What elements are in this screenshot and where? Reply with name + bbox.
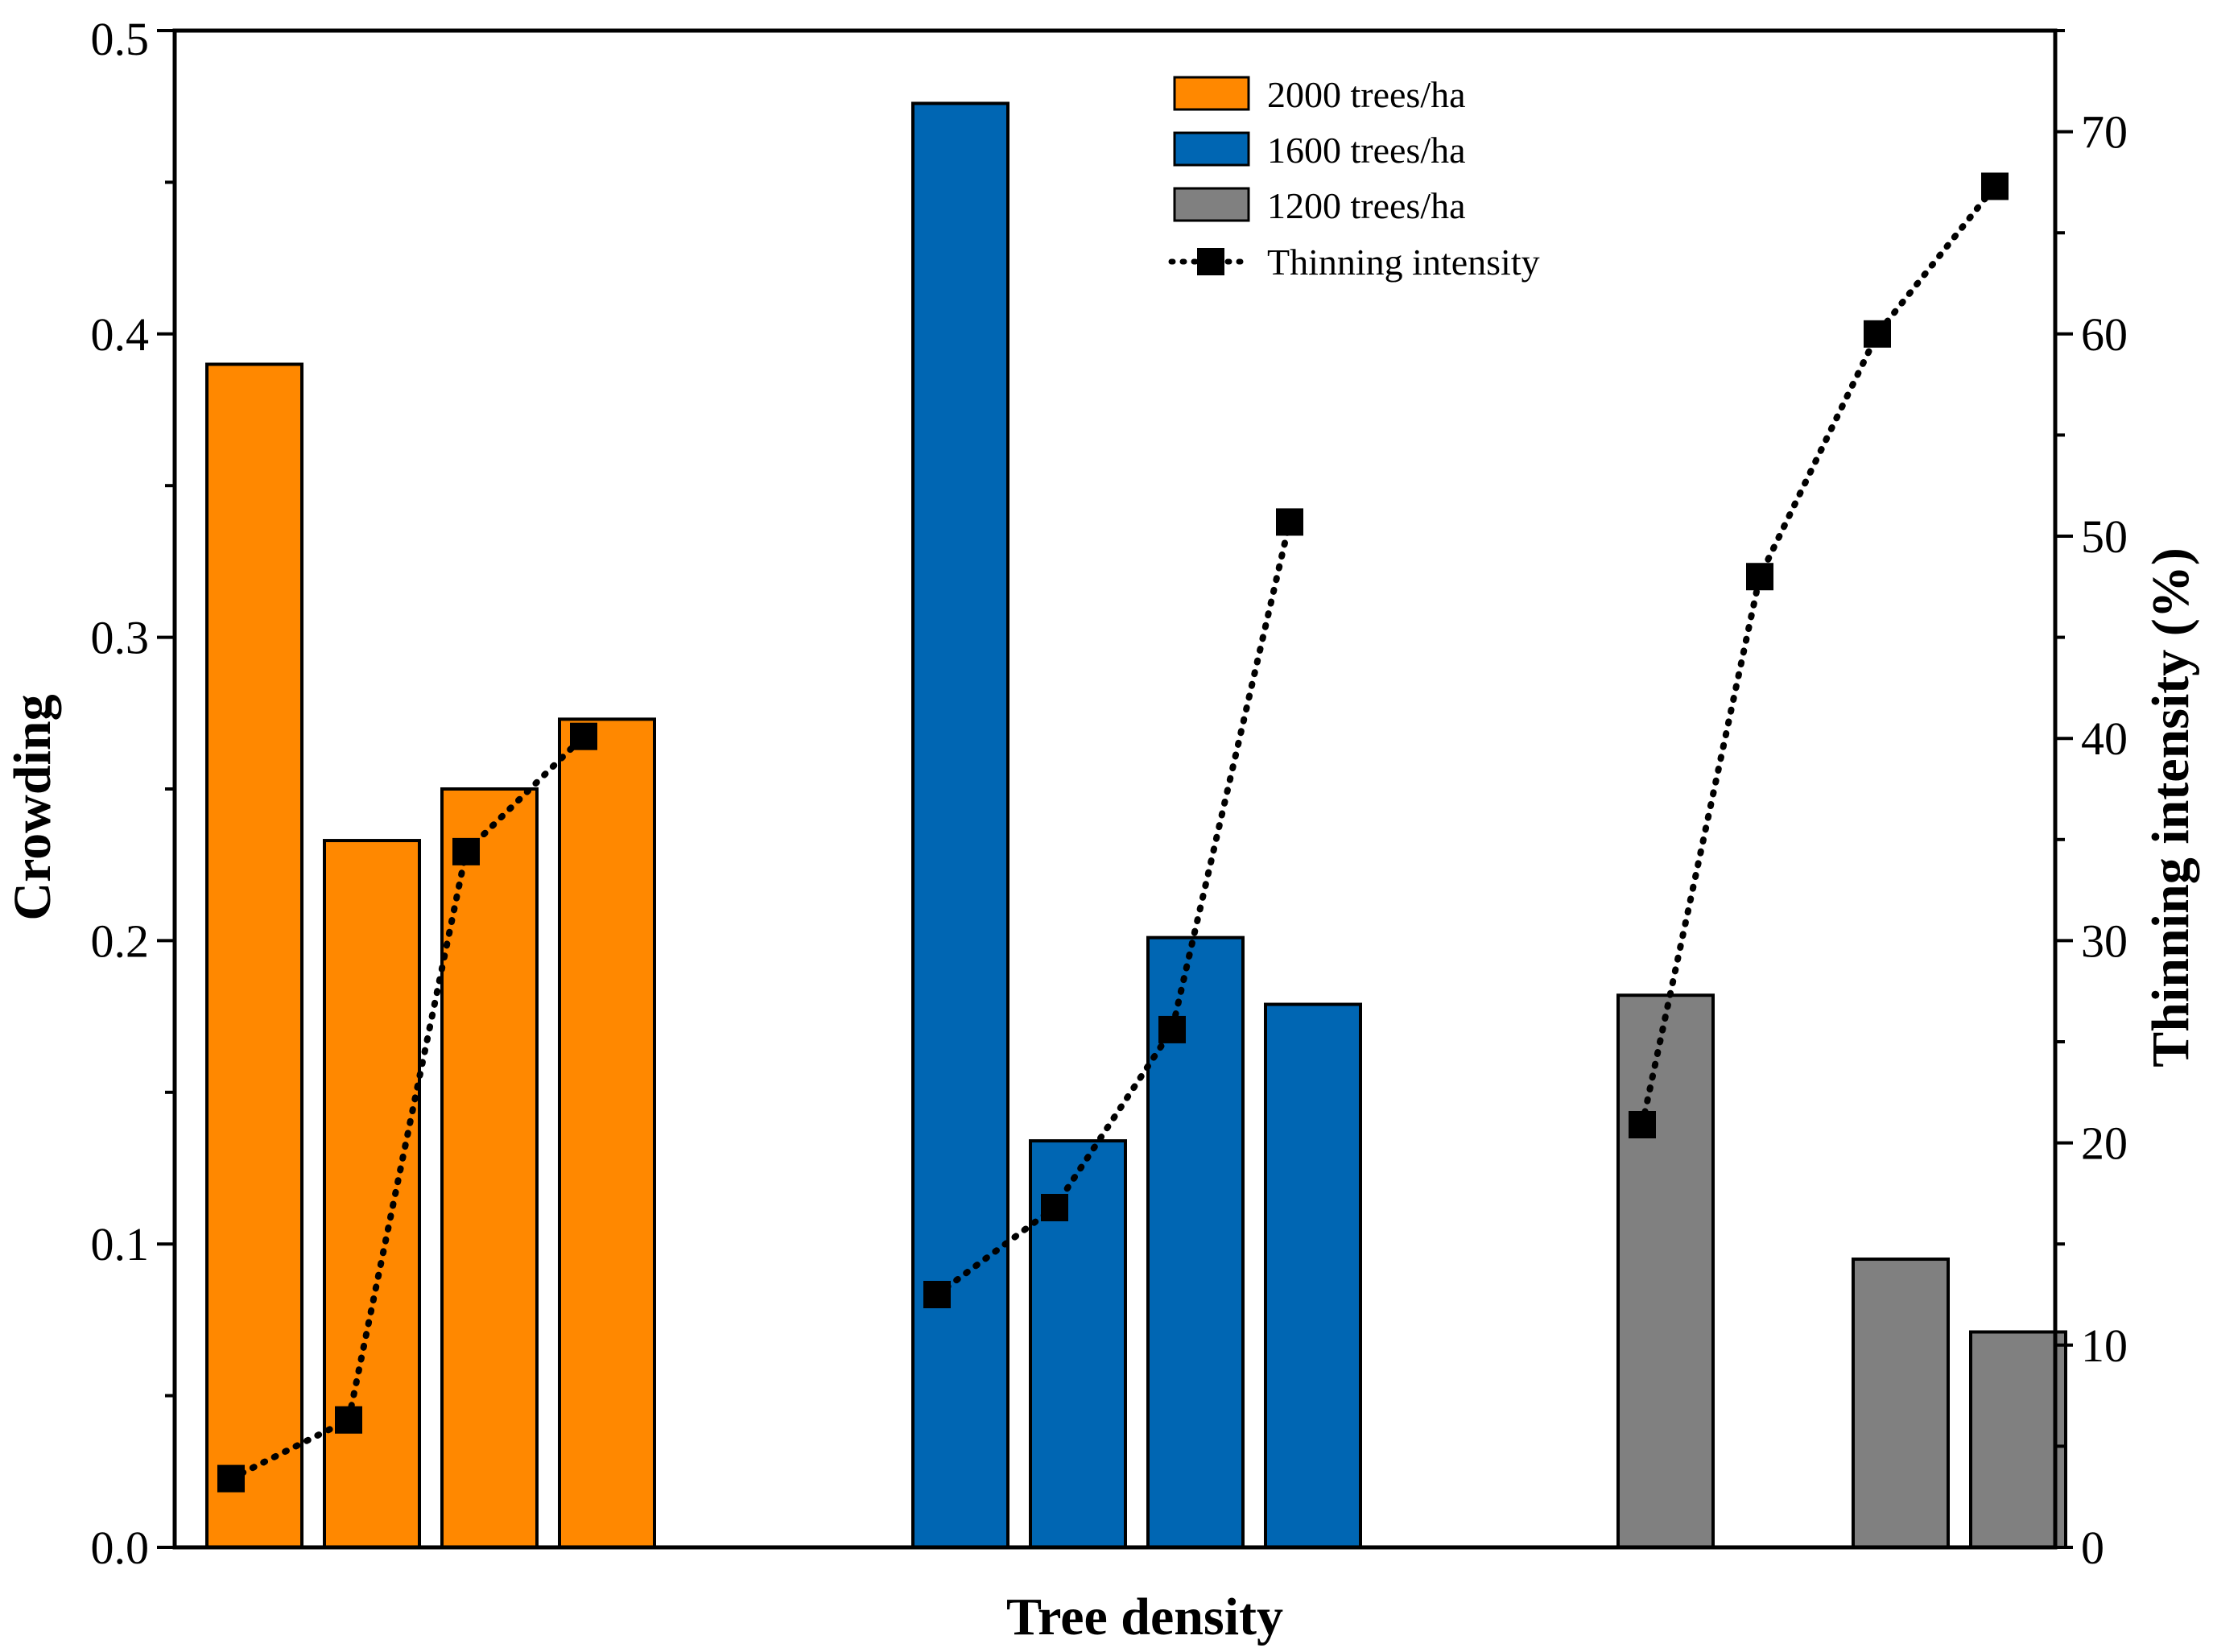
- thinning-line-group3: [1639, 183, 1998, 1128]
- thinning-marker-group3-3: [1864, 320, 1891, 348]
- legend-label-1200: 1200 trees/ha: [1267, 185, 1466, 226]
- y-tick-label: 0.3: [91, 612, 150, 664]
- y-tick-label: 0.2: [91, 915, 150, 967]
- bar-group1-1: [205, 362, 303, 1550]
- thinning-marker-group1-4: [570, 722, 597, 750]
- thinning-line-group2: [934, 518, 1293, 1298]
- y-tick-label: 0.0: [91, 1522, 150, 1574]
- y-tick-label: 0.1: [91, 1218, 150, 1270]
- thinning-marker-group1-3: [452, 837, 480, 865]
- y2-tick-label: 60: [2081, 308, 2128, 361]
- thinning-marker-group2-4: [1276, 508, 1303, 536]
- thinning-marker-group2-2: [1041, 1193, 1068, 1221]
- legend-label-2000: 2000 trees/ha: [1267, 74, 1466, 115]
- y-axis-title: Crowding: [3, 694, 62, 920]
- bar-group1-3: [440, 787, 539, 1549]
- bar-group2-4: [1264, 1002, 1362, 1549]
- y2-tick-label: 20: [2081, 1117, 2128, 1170]
- bars-layer: [205, 101, 2067, 1550]
- y2-tick-label: 30: [2081, 915, 2128, 967]
- thinning-marker-group2-1: [923, 1281, 951, 1308]
- y2-tick-label: 70: [2081, 106, 2128, 159]
- thinning-marker-group3-4: [1981, 172, 2009, 200]
- y2-tick-label: 40: [2081, 712, 2128, 765]
- legend-marker-sample: [1197, 248, 1224, 275]
- bar-group3-1: [1616, 993, 1715, 1549]
- bar-group2-1: [911, 101, 1009, 1549]
- thinning-marker-group2-3: [1158, 1015, 1186, 1043]
- y-tick-label: 0.5: [91, 13, 150, 65]
- bar-group3-4: [1969, 1330, 2067, 1550]
- axes-layer: 0.0 0.1 0.2 0.3 0.4 0.5 0 10 20 30 40 50 60 70: [91, 13, 2128, 1574]
- y2-tick-label: 10: [2081, 1320, 2128, 1372]
- y2-tick-label: 50: [2081, 510, 2128, 563]
- legend-swatch-1600: [1173, 131, 1250, 167]
- y2-tick-label: 0: [2081, 1522, 2104, 1574]
- legend-swatch-2000: [1173, 76, 1250, 111]
- y2-axis-title: Thinning intensity (%): [2141, 547, 2200, 1068]
- legend-label-1600: 1600 trees/ha: [1267, 130, 1466, 171]
- thinning-marker-group1-2: [335, 1406, 362, 1434]
- bar-group1-4: [558, 717, 656, 1549]
- legend-label-thinning: Thinning intensity: [1267, 242, 1540, 283]
- thinning-marker-group1-1: [217, 1464, 245, 1493]
- y-tick-label: 0.4: [91, 308, 150, 361]
- thinning-marker-group3-2: [1746, 563, 1773, 591]
- legend-swatch-1200: [1173, 187, 1250, 222]
- bar-group1-2: [323, 839, 421, 1549]
- legend: 2000 trees/ha 1600 trees/ha 1200 trees/h…: [1168, 74, 1540, 283]
- thinning-marker-group3-1: [1629, 1110, 1656, 1138]
- thinning-line-group1: [228, 733, 587, 1482]
- line-layer: [217, 172, 2009, 1493]
- x-axis-title: Tree density: [1006, 1588, 1283, 1646]
- bar-group3-3: [1852, 1258, 1950, 1550]
